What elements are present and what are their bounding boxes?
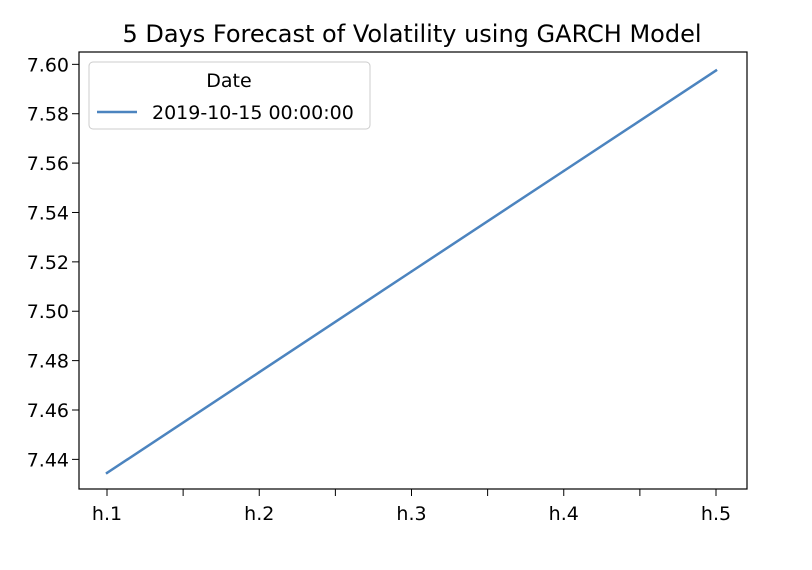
y-tick-label: 7.46 — [27, 400, 69, 422]
data-point — [410, 270, 413, 273]
y-tick-label: 7.52 — [27, 252, 69, 274]
y-tick-label: 7.56 — [27, 153, 69, 175]
data-point — [714, 69, 718, 72]
y-tick-label: 7.48 — [27, 351, 69, 373]
y-axis: 7.44 7.46 7.48 7.50 7.52 7.54 7.56 7.58 7.60 — [27, 54, 79, 471]
x-tick-label: h.5 — [701, 503, 731, 525]
plot-area-frame — [78, 51, 748, 490]
x-tick-label: h.4 — [549, 503, 579, 525]
data-point — [105, 471, 109, 475]
legend: Date 2019-10-15 00:00:00 — [88, 61, 371, 130]
data-point — [258, 371, 261, 374]
y-tick-label: 7.50 — [27, 301, 69, 323]
series-layer — [105, 68, 718, 475]
x-tick-label: h.1 — [92, 503, 122, 525]
legend-title: Date — [206, 70, 251, 92]
chart-title: 5 Days Forecast of Volatility using GARC… — [122, 20, 701, 48]
y-tick-label: 7.44 — [27, 449, 69, 471]
data-point — [562, 169, 565, 173]
y-tick-label: 7.58 — [27, 104, 69, 126]
legend-series-label: 2019-10-15 00:00:00 — [152, 102, 354, 124]
y-tick-label: 7.54 — [27, 202, 69, 224]
x-axis: h.1 h.2 h.3 h.4 h.5 — [92, 489, 731, 525]
x-tick-label: h.3 — [396, 503, 426, 525]
y-tick-label: 7.60 — [27, 54, 69, 76]
legend-box — [88, 61, 371, 130]
x-tick-label: h.2 — [244, 503, 274, 525]
